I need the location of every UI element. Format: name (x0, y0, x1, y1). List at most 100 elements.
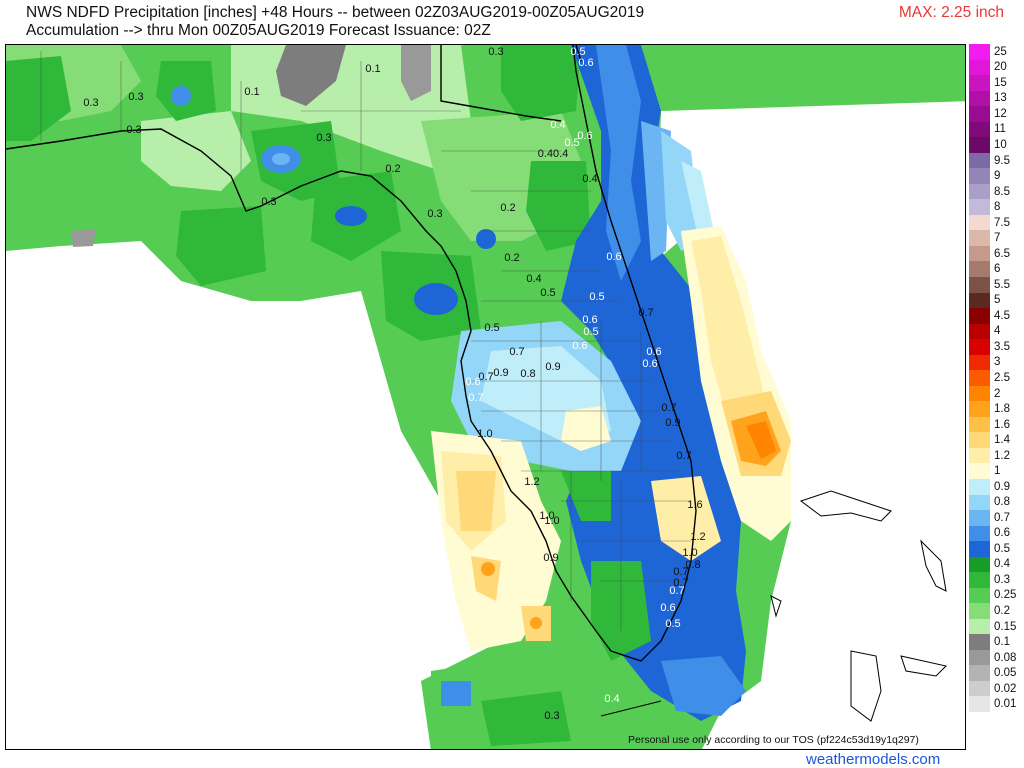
map-value-label: 0.5 (540, 287, 555, 299)
legend-swatch (969, 432, 990, 449)
map-value-label: 0.5 (589, 291, 604, 303)
site-link[interactable]: weathermodels.com (806, 751, 941, 768)
legend-label: 5.5 (994, 278, 1010, 291)
legend-label: 0.2 (994, 605, 1010, 618)
map-value-label: 0.8 (685, 559, 700, 571)
legend-swatch (969, 106, 990, 123)
map-value-label: 0.7 (673, 566, 688, 578)
legend-label: 1.6 (994, 418, 1010, 431)
precipitation-map: 0.3 0.5 0.6 0.1 0.1 0.3 0.3 0.4 0.6 0.5 0.3 0.3 0.40… (5, 44, 966, 750)
legend-label: 2 (994, 387, 1001, 400)
legend-swatch (969, 416, 990, 433)
legend-swatch (969, 75, 990, 92)
map-value-label: 0.6 (572, 340, 587, 352)
map-value-label: 0.7 (673, 577, 688, 589)
legend-swatch (969, 572, 990, 589)
map-value-label: 0.2 (385, 163, 400, 175)
legend-swatch (969, 230, 990, 247)
legend-swatch (969, 354, 990, 371)
legend-label: 15 (994, 76, 1007, 89)
map-value-label: 0.1 (365, 63, 380, 75)
legend-label: 3 (994, 356, 1001, 369)
legend-swatch (969, 478, 990, 495)
legend-label: 4.5 (994, 309, 1010, 322)
legend-swatch (969, 603, 990, 620)
map-value-label: 0.7 (509, 346, 524, 358)
legend-swatch (969, 370, 990, 387)
legend-label: 0.08 (994, 651, 1017, 664)
map-value-label: 0.6 (578, 57, 593, 69)
legend-swatch (969, 463, 990, 480)
legend-swatch (969, 556, 990, 573)
legend-swatch (969, 339, 990, 356)
legend-label: 0.5 (994, 542, 1010, 555)
legend-label: 6 (994, 263, 1001, 276)
legend-swatch (969, 59, 990, 76)
legend-swatch (969, 44, 990, 61)
map-value-label: 0.7 (638, 307, 653, 319)
map-value-label: 0.7 (468, 392, 483, 404)
legend-label: 0.15 (994, 620, 1017, 633)
legend-swatch (969, 541, 990, 558)
legend-label: 7.5 (994, 216, 1010, 229)
legend-swatch (969, 168, 990, 185)
legend-swatch (969, 214, 990, 231)
map-value-label: 0.5 (583, 326, 598, 338)
legend-label: 1.8 (994, 403, 1010, 416)
islands (600, 490, 947, 722)
map-value-label: 0.9 (545, 361, 560, 373)
map-value-label: 0.3 (316, 132, 331, 144)
coastline (6, 45, 697, 662)
legend-swatch (969, 277, 990, 294)
legend-swatch (969, 308, 990, 325)
legend-swatch (969, 510, 990, 527)
legend-label: 8 (994, 201, 1001, 214)
legend-swatch (969, 199, 990, 216)
legend-label: 12 (994, 107, 1007, 120)
legend-label: 0.05 (994, 667, 1017, 680)
map-value-label: 0.3 (488, 46, 503, 58)
legend-swatch (969, 261, 990, 278)
legend-label: 4 (994, 325, 1001, 338)
legend-label: 0.4 (994, 558, 1010, 571)
map-value-label: 0.6 (465, 376, 480, 388)
legend-label: 0.8 (994, 496, 1010, 509)
legend-swatch (969, 447, 990, 464)
map-value-label: 0.7 (669, 585, 684, 597)
legend-label: 20 (994, 61, 1007, 74)
map-value-label: 0.4 (550, 119, 565, 131)
legend-label: 25 (994, 45, 1007, 58)
legend-swatch (969, 494, 990, 511)
legend-label: 3.5 (994, 340, 1010, 353)
legend-label: 13 (994, 92, 1007, 105)
map-value-label: 0.5 (564, 137, 579, 149)
legend-swatch (969, 292, 990, 309)
map-value-label: 1.0 (682, 547, 697, 559)
legend-swatch (969, 587, 990, 604)
legend-label: 9.5 (994, 154, 1010, 167)
legend-swatch (969, 649, 990, 666)
map-value-label: 1.0 (539, 510, 554, 522)
map-value-label: 0.4 (526, 273, 541, 285)
boundaries (40, 51, 691, 631)
legend-swatch (969, 385, 990, 402)
value-labels: 0.3 0.50.60.10.10.3 0.30.40.60.50.30.30.40… (83, 46, 705, 722)
legend-label: 1.4 (994, 434, 1010, 447)
precipitation-map-svg: 0.3 0.50.60.10.10.3 0.30.40.60.50.30.30.40… (6, 45, 965, 749)
map-value-label: 0.4 (604, 693, 619, 705)
legend-label: 5 (994, 294, 1001, 307)
legend-swatch (969, 90, 990, 107)
legend-label: 1.2 (994, 449, 1010, 462)
map-value-label: 0.7 (478, 371, 493, 383)
legend-swatch (969, 525, 990, 542)
legend-label: 7 (994, 232, 1001, 245)
legend-swatch (969, 323, 990, 340)
legend-label: 10 (994, 138, 1007, 151)
legend-swatch (969, 618, 990, 635)
map-value-label: 0.5 (665, 618, 680, 630)
map-value-label: 0.3 (126, 124, 141, 136)
map-value-label: 0.2 (500, 202, 515, 214)
map-value-label: 0.4 (582, 173, 597, 185)
map-value-label: 0.40.4 (538, 148, 569, 160)
map-value-label: 0.1 (244, 86, 259, 98)
